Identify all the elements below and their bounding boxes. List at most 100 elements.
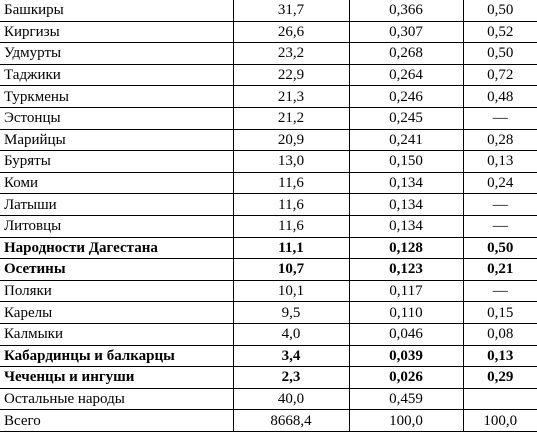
table-cell: 40,0	[232, 387, 350, 411]
row-label: Коми	[0, 171, 234, 195]
table-cell: 22,9	[232, 63, 350, 87]
table-cell: 20,9	[232, 128, 350, 152]
row-label: Всего	[0, 409, 234, 432]
table-row: Литовцы 11,6 0,134—	[0, 214, 537, 238]
row-label: Латыши	[0, 193, 234, 216]
table-cell: 0,117	[348, 279, 464, 303]
table-cell: 21,2	[232, 106, 350, 130]
table-row: Осетины 10,7 0,123 0,21	[0, 258, 537, 281]
table-row: Туркмены 21,3 0,246 0,48	[0, 85, 537, 108]
table-cell: 0,24	[462, 171, 537, 195]
table-cell: 0,28	[462, 128, 537, 152]
row-label: Карелы	[0, 301, 234, 324]
table-cell: 100,0	[462, 409, 537, 432]
row-label: Башкиры	[0, 0, 234, 22]
table-cell: —	[462, 214, 537, 238]
table-cell: 0,134	[348, 214, 464, 238]
table-cell: 0,134	[348, 193, 464, 216]
row-label: Осетины	[0, 258, 234, 281]
table-row: Латыши 11,6 0,134—	[0, 193, 537, 216]
table-cell: 11,6	[232, 171, 350, 195]
table-cell: 10,7	[232, 258, 350, 281]
table-cell: 11,1	[232, 236, 350, 260]
row-label: Эстонцы	[0, 106, 234, 130]
row-label: Таджики	[0, 63, 234, 87]
table-cell	[462, 387, 537, 411]
row-label: Марийцы	[0, 128, 234, 152]
table-cell: 4,0	[232, 322, 350, 346]
table-cell: 0,110	[348, 301, 464, 324]
table-cell: —	[462, 279, 537, 303]
table-row: Удмурты 23,2 0,268 0,50	[0, 42, 537, 65]
table-cell: —	[462, 106, 537, 130]
table-row: Башкиры 31,7 0,366 0,50	[0, 0, 537, 22]
table-cell: 0,52	[462, 20, 537, 44]
table-cell: 0,046	[348, 322, 464, 346]
table-cell: 0,50	[462, 42, 537, 65]
table-cell: 0,241	[348, 128, 464, 152]
table-cell: 13,0	[232, 150, 350, 173]
table-row: Киргизы 26,6 0,307 0,52	[0, 20, 537, 44]
table-cell: 0,15	[462, 301, 537, 324]
table-cell: 0,123	[348, 258, 464, 281]
table-row: Остальные народы 40,0 0,459	[0, 387, 537, 411]
table-cell: 0,50	[462, 0, 537, 22]
table-row: Кабардинцы и балкарцы 3,4 0,039 0,13	[0, 344, 537, 368]
table-cell: 0,13	[462, 344, 537, 368]
row-label: Удмурты	[0, 42, 234, 65]
row-label: Буряты	[0, 150, 234, 173]
table-cell: 100,0	[348, 409, 464, 432]
table-cell: 26,6	[232, 20, 350, 44]
table-cell: 0,150	[348, 150, 464, 173]
table-cell: 10,1	[232, 279, 350, 303]
row-label: Литовцы	[0, 214, 234, 238]
table-row: Народности Дагестана 11,1 0,128 0,50	[0, 236, 537, 260]
table-cell: 0,08	[462, 322, 537, 346]
table-cell: 0,245	[348, 106, 464, 130]
table-cell: 3,4	[232, 344, 350, 368]
table-cell: 0,246	[348, 85, 464, 108]
row-label: Кабардинцы и балкарцы	[0, 344, 234, 368]
table-row: Поляки 10,1 0,117—	[0, 279, 537, 303]
table-cell: 31,7	[232, 0, 350, 22]
table-cell: 0,128	[348, 236, 464, 260]
row-label: Киргизы	[0, 20, 234, 44]
table-cell: 0,026	[348, 366, 464, 389]
table-cell: 0,48	[462, 85, 537, 108]
table-cell: 2,3	[232, 366, 350, 389]
table-cell: —	[462, 193, 537, 216]
table-row: Таджики 22,9 0,264 0,72	[0, 63, 537, 87]
table-cell: 11,6	[232, 193, 350, 216]
table-row: Чеченцы и ингуши 2,3 0,026 0,29	[0, 366, 537, 389]
table-cell: 0,134	[348, 171, 464, 195]
table-cell: 9,5	[232, 301, 350, 324]
table-cell: 0,29	[462, 366, 537, 389]
table-cell: 21,3	[232, 85, 350, 108]
table-row: Эстонцы 21,2 0,245—	[0, 106, 537, 130]
table-cell: 0,13	[462, 150, 537, 173]
row-label: Остальные народы	[0, 387, 234, 411]
table-cell: 0,268	[348, 42, 464, 65]
table-cell: 11,6	[232, 214, 350, 238]
table-cell: 8668,4	[232, 409, 350, 432]
table-cell: 0,366	[348, 0, 464, 22]
table-cell: 0,72	[462, 63, 537, 87]
table-row: Калмыки 4,0 0,046 0,08	[0, 322, 537, 346]
table-cell: 0,50	[462, 236, 537, 260]
table-cell: 0,21	[462, 258, 537, 281]
row-label: Калмыки	[0, 322, 234, 346]
table-cell: 0,039	[348, 344, 464, 368]
row-label: Народности Дагестана	[0, 236, 234, 260]
table-cell: 0,459	[348, 387, 464, 411]
table-row: Марийцы 20,9 0,241 0,28	[0, 128, 537, 152]
table-row: Коми 11,6 0,134 0,24	[0, 171, 537, 195]
table-cell: 23,2	[232, 42, 350, 65]
table-row: Буряты 13,0 0,150 0,13	[0, 150, 537, 173]
row-label: Чеченцы и ингуши	[0, 366, 234, 389]
table-row: Всего 8668,4 100,0 100,0	[0, 409, 537, 432]
table-cell: 0,307	[348, 20, 464, 44]
row-label: Туркмены	[0, 85, 234, 108]
row-label: Поляки	[0, 279, 234, 303]
